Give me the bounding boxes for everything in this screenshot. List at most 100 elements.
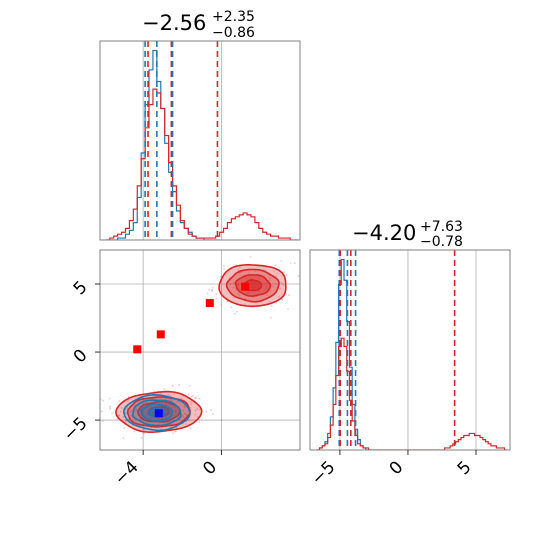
joint-sample-point (190, 403, 193, 406)
joint-sample-point (215, 293, 218, 295)
joint-sample-point (183, 405, 186, 408)
joint-sample-point (232, 286, 235, 289)
joint-sample-point (169, 398, 172, 401)
joint-sample-point (198, 421, 201, 423)
joint-sample-point (116, 418, 119, 420)
joint-y-ticks: −5 0 5 (60, 277, 100, 445)
joint-sample-point (133, 430, 136, 433)
joint-sample-point (283, 271, 285, 273)
joint-sample-point (244, 303, 246, 306)
joint-sample-point (237, 283, 240, 286)
joint-sample-point (169, 426, 172, 429)
param2-title-upper: +7.63 (420, 219, 463, 235)
joint-red-marker-3 (241, 282, 250, 291)
joint-sample-point (143, 432, 145, 435)
joint-sample-point (279, 287, 281, 290)
joint-sample-point (100, 410, 103, 413)
joint-sample-point (194, 397, 197, 399)
joint-sample-point (172, 409, 175, 412)
joint-sample-point (130, 414, 132, 417)
joint-sample-point (220, 419, 223, 422)
param2-title-lower: −0.78 (420, 234, 463, 250)
joint-sample-point (264, 285, 267, 288)
joint-sample-point (135, 409, 138, 411)
joint-x-tick-label-1: 0 (199, 457, 221, 479)
joint-sample-point (270, 305, 273, 307)
joint-sample-point (140, 437, 143, 439)
joint-sample-point (174, 411, 177, 414)
joint-sample-point (169, 410, 172, 413)
joint-sample-point (247, 292, 250, 294)
joint-sample-point (297, 275, 300, 277)
joint-sample-point (101, 420, 104, 423)
joint-sample-point (182, 415, 185, 418)
joint-sample-point (277, 295, 280, 298)
joint-sample-point (287, 308, 289, 310)
joint-sample-point (119, 410, 122, 413)
joint-sample-point (124, 420, 127, 423)
joint-sample-point (174, 409, 177, 412)
joint-sample-point (215, 297, 218, 300)
joint-sample-point (196, 415, 199, 418)
joint-sample-point (233, 312, 236, 315)
joint-sample-point (269, 277, 271, 279)
joint-sample-point (268, 300, 271, 303)
param1-hist-grid (142, 41, 222, 240)
joint-panel: −4 0 −5 0 5 (60, 249, 301, 489)
joint-sample-point (178, 383, 181, 386)
joint-sample-point (212, 413, 214, 416)
joint-y-tick-label-0: −5 (60, 413, 92, 445)
joint-sample-point (190, 395, 193, 398)
joint-sample-point (174, 406, 176, 409)
joint-sample-point (205, 410, 208, 413)
joint-sample-point (126, 407, 128, 409)
joint-sample-point (237, 283, 240, 286)
joint-sample-point (111, 412, 114, 415)
joint-sample-point (171, 384, 174, 387)
joint-sample-point (168, 394, 171, 396)
joint-sample-point (248, 272, 250, 275)
param2-hist-grid (339, 250, 477, 450)
joint-sample-point (175, 400, 178, 403)
joint-sample-point (109, 405, 112, 408)
joint-sample-point (266, 282, 268, 285)
joint-sample-point (219, 275, 222, 278)
joint-sample-point (196, 407, 199, 410)
joint-markers (133, 282, 250, 418)
joint-sample-point (189, 426, 192, 429)
joint-sample-point (271, 285, 274, 288)
joint-sample-point (187, 393, 190, 396)
joint-sample-point (173, 393, 175, 396)
joint-x-tick-label-0: −4 (111, 457, 143, 489)
joint-sample-point (185, 414, 188, 417)
joint-sample-point (236, 292, 239, 295)
joint-sample-point (269, 316, 272, 319)
joint-sample-point (117, 399, 120, 402)
joint-sample-point (153, 390, 155, 393)
joint-sample-point (66, 406, 68, 408)
joint-sample-point (285, 292, 288, 295)
joint-x-ticks: −4 0 (111, 450, 222, 489)
joint-sample-point (118, 414, 121, 417)
joint-sample-point (262, 268, 265, 271)
joint-sample-point (189, 406, 192, 409)
joint-sample-point (170, 394, 173, 397)
joint-sample-point (171, 422, 174, 425)
joint-sample-point (239, 272, 241, 275)
param1-blue-histogram (105, 49, 220, 240)
joint-sample-point (182, 409, 184, 412)
joint-sample-point (184, 413, 187, 415)
joint-sample-point (177, 400, 180, 403)
joint-sample-point (274, 264, 277, 267)
joint-sample-point (211, 289, 213, 292)
joint-sample-point (157, 423, 160, 425)
param1-red-histogram (105, 88, 299, 240)
joint-sample-point (181, 414, 184, 417)
joint-sample-point (237, 284, 240, 287)
joint-sample-point (280, 281, 283, 284)
joint-sample-point (211, 286, 214, 289)
joint-sample-point (172, 405, 175, 408)
joint-sample-point (250, 277, 253, 280)
param2-x-tick-label-2: 5 (454, 457, 476, 479)
